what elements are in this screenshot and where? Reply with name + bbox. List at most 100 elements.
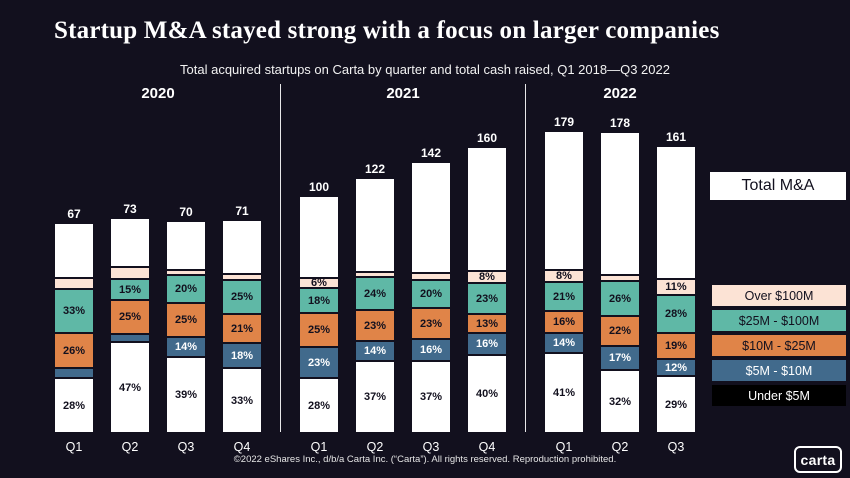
bar-total-label: 100 bbox=[308, 180, 330, 194]
year-group-2021: 2021 100 6% 18% 25% 23% 28% 122 24% 23% 14% 37% 142 2… bbox=[291, 84, 515, 454]
bar-segment-5m_10m: 14% bbox=[545, 334, 583, 352]
bar-segment-total-fill bbox=[468, 148, 506, 270]
bar-segment-25m_100m: 25% bbox=[223, 281, 261, 313]
bar-2022-q3: 11% 28% 19% 12% 29% bbox=[657, 147, 695, 432]
bar-segment-10m_25m: 25% bbox=[111, 301, 149, 333]
year-label: 2022 bbox=[603, 85, 637, 102]
bar-segment-over_100m bbox=[55, 279, 93, 288]
x-axis-label-q2: Q2 bbox=[121, 440, 139, 454]
bar-2022-q1: 8% 21% 16% 14% 41% bbox=[545, 132, 583, 432]
bar-segment-5m_10m: 14% bbox=[356, 342, 394, 360]
legend-item-5m_10m: $5M - $10M bbox=[712, 360, 846, 381]
bar-segment-25m_100m: 24% bbox=[356, 278, 394, 309]
year-divider bbox=[525, 84, 526, 432]
bar-segment-10m_25m: 19% bbox=[657, 334, 695, 358]
bar-segment-under_5m: 47% bbox=[111, 343, 149, 432]
bar-column: 142 20% 23% 16% 37% bbox=[403, 146, 459, 432]
bar-segment-over_100m bbox=[167, 271, 205, 274]
bar-segment-10m_25m: 21% bbox=[223, 315, 261, 342]
bar-segment-25m_100m: 15% bbox=[111, 280, 149, 299]
bar-total-label: 122 bbox=[364, 162, 386, 176]
bar-segment-25m_100m: 21% bbox=[545, 283, 583, 310]
bar-segment-10m_25m: 26% bbox=[55, 334, 93, 367]
chart: 2020 67 33% 26% 28% 73 15% 25% 47% 70 20% 25% 14% 39%… bbox=[46, 84, 704, 454]
bar-segment-total-fill bbox=[657, 147, 695, 278]
bar-column: 67 33% 26% 28% bbox=[46, 207, 102, 432]
bar-segment-5m_10m: 23% bbox=[300, 348, 338, 377]
bar-segment-total-fill bbox=[55, 224, 93, 277]
bar-segment-25m_100m: 20% bbox=[167, 276, 205, 302]
bar-total-label: 160 bbox=[476, 131, 498, 145]
bar-segment-10m_25m: 25% bbox=[300, 314, 338, 346]
bar-segment-under_5m: 41% bbox=[545, 354, 583, 432]
page-title: Startup M&A stayed strong with a focus o… bbox=[54, 17, 720, 44]
bar-segment-10m_25m: 23% bbox=[356, 311, 394, 340]
bar-segment-under_5m: 37% bbox=[356, 362, 394, 432]
year-label: 2021 bbox=[386, 85, 420, 102]
bar-segment-under_5m: 37% bbox=[412, 362, 450, 432]
bar-segment-total-fill bbox=[111, 219, 149, 266]
bar-2021-q1: 6% 18% 25% 23% 28% bbox=[300, 197, 338, 432]
bar-segment-over_100m bbox=[412, 274, 450, 279]
bar-segment-over_100m bbox=[601, 276, 639, 280]
bar-2020-q4: 25% 21% 18% 33% bbox=[223, 221, 261, 432]
x-axis-label-q2: Q2 bbox=[611, 440, 629, 454]
bar-column: 100 6% 18% 25% 23% 28% bbox=[291, 180, 347, 432]
bar-segment-under_5m: 28% bbox=[300, 379, 338, 432]
bar-segment-5m_10m bbox=[111, 335, 149, 341]
bars-row: 67 33% 26% 28% 73 15% 25% 47% 70 20% 25% 14% 39% 71 25… bbox=[46, 110, 270, 432]
bar-total-label: 71 bbox=[235, 204, 249, 218]
year-group-2022: 2022 179 8% 21% 16% 14% 41% 178 26% 22% 17% 32% 161 1… bbox=[536, 84, 704, 454]
bar-segment-over_100m bbox=[111, 268, 149, 278]
bar-segment-total-fill bbox=[601, 133, 639, 274]
bar-segment-5m_10m: 12% bbox=[657, 360, 695, 375]
page-subtitle: Total acquired startups on Carta by quar… bbox=[180, 62, 670, 77]
year-group-2020: 2020 67 33% 26% 28% 73 15% 25% 47% 70 20% 25% 14% 39%… bbox=[46, 84, 270, 454]
bar-segment-over_100m: 11% bbox=[657, 280, 695, 294]
bar-column: 161 11% 28% 19% 12% 29% bbox=[648, 130, 704, 432]
bar-segment-under_5m: 39% bbox=[167, 358, 205, 432]
legend-item-over_100m: Over $100M bbox=[712, 285, 846, 306]
bar-segment-5m_10m: 14% bbox=[167, 338, 205, 356]
bar-column: 160 8% 23% 13% 16% 40% bbox=[459, 131, 515, 432]
x-axis-label-q2: Q2 bbox=[366, 440, 384, 454]
bar-segment-total-fill bbox=[545, 132, 583, 269]
legend-total-mna: Total M&A bbox=[710, 172, 846, 200]
carta-logo: carta bbox=[794, 446, 842, 473]
bar-segment-over_100m: 8% bbox=[468, 272, 506, 282]
x-axis-label-q3: Q3 bbox=[422, 440, 440, 454]
bar-segment-over_100m bbox=[356, 273, 394, 276]
x-axis-row: Q1 Q2 Q3 bbox=[536, 440, 704, 454]
x-axis-label-q3: Q3 bbox=[667, 440, 685, 454]
bar-segment-under_5m: 40% bbox=[468, 356, 506, 432]
bar-2022-q2: 26% 22% 17% 32% bbox=[601, 133, 639, 432]
x-axis-label-q4: Q4 bbox=[478, 440, 496, 454]
bar-column: 122 24% 23% 14% 37% bbox=[347, 162, 403, 432]
bar-column: 179 8% 21% 16% 14% 41% bbox=[536, 115, 592, 432]
bar-segment-total-fill bbox=[356, 179, 394, 271]
x-axis-label-q1: Q1 bbox=[310, 440, 328, 454]
bar-segment-10m_25m: 13% bbox=[468, 315, 506, 332]
bar-total-label: 142 bbox=[420, 146, 442, 160]
copyright-footer: ©2022 eShares Inc., d/b/a Carta Inc. (“C… bbox=[233, 454, 617, 465]
bar-segment-over_100m: 6% bbox=[300, 279, 338, 287]
bar-segment-25m_100m: 23% bbox=[468, 284, 506, 313]
bar-total-label: 161 bbox=[665, 130, 687, 144]
legend-chips: Over $100M $25M - $100M $10M - $25M $5M - $… bbox=[712, 285, 846, 406]
bar-column: 70 20% 25% 14% 39% bbox=[158, 205, 214, 432]
bar-column: 71 25% 21% 18% 33% bbox=[214, 204, 270, 432]
bar-segment-25m_100m: 26% bbox=[601, 282, 639, 315]
bar-segment-5m_10m: 18% bbox=[223, 344, 261, 367]
bar-segment-total-fill bbox=[167, 222, 205, 269]
legend-item-under_5m: Under $5M bbox=[712, 385, 846, 406]
bar-segment-25m_100m: 28% bbox=[657, 296, 695, 332]
bar-segment-under_5m: 28% bbox=[55, 379, 93, 432]
bar-total-label: 178 bbox=[609, 116, 631, 130]
bar-total-label: 70 bbox=[179, 205, 193, 219]
x-axis-label-q1: Q1 bbox=[555, 440, 573, 454]
bar-segment-10m_25m: 16% bbox=[545, 312, 583, 332]
bar-segment-5m_10m: 16% bbox=[412, 340, 450, 360]
bar-column: 178 26% 22% 17% 32% bbox=[592, 116, 648, 432]
year-label: 2020 bbox=[141, 85, 175, 102]
bar-segment-over_100m bbox=[223, 275, 261, 279]
